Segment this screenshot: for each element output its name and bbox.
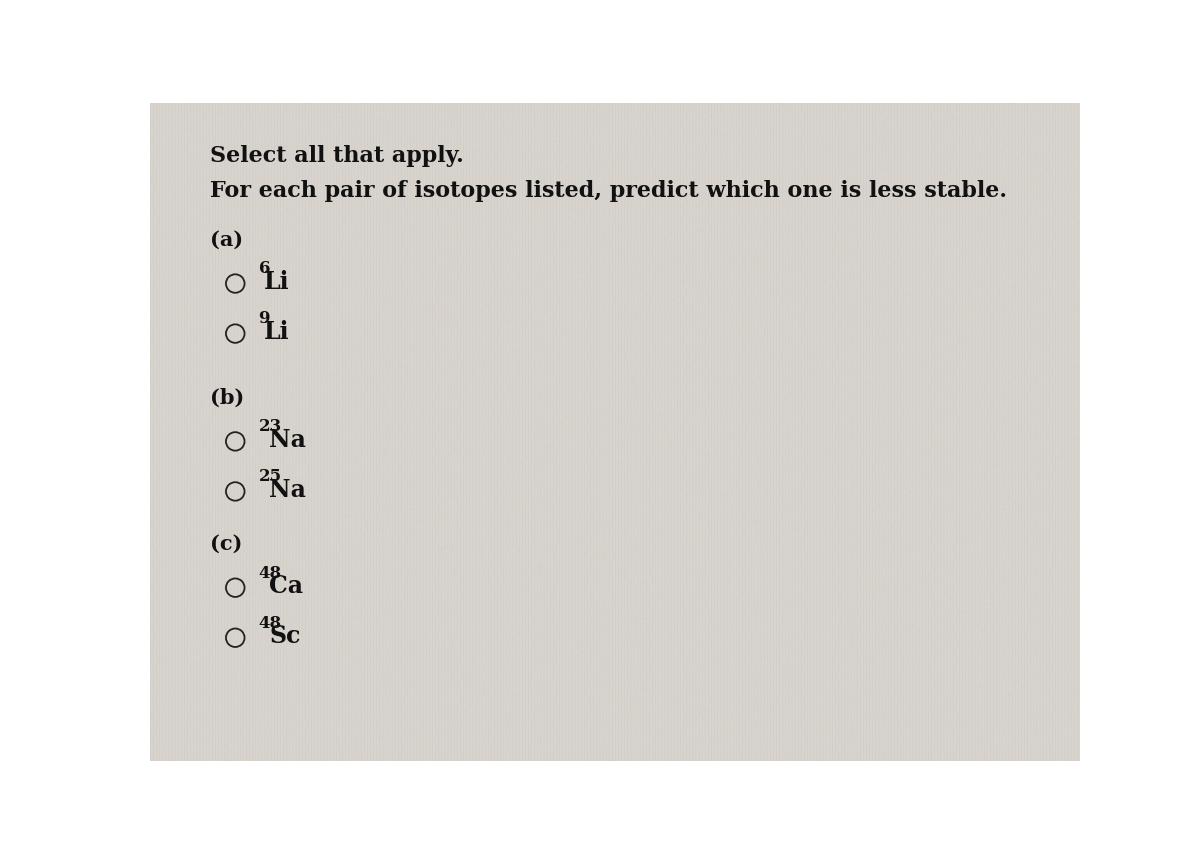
- Text: Na: Na: [269, 428, 306, 451]
- Text: 48: 48: [258, 564, 282, 581]
- Text: 48: 48: [258, 615, 282, 632]
- Text: 6: 6: [258, 261, 270, 277]
- Text: Select all that apply.: Select all that apply.: [210, 145, 464, 167]
- Text: Ca: Ca: [269, 575, 304, 598]
- Text: (b): (b): [210, 387, 245, 408]
- Text: Li: Li: [264, 270, 289, 294]
- Text: (c): (c): [210, 534, 242, 554]
- Text: For each pair of isotopes listed, predict which one is less stable.: For each pair of isotopes listed, predic…: [210, 180, 1008, 202]
- Text: (a): (a): [210, 230, 244, 250]
- Text: 25: 25: [258, 469, 282, 486]
- Text: Na: Na: [269, 478, 306, 502]
- Text: 9: 9: [258, 310, 270, 327]
- Text: 23: 23: [258, 418, 282, 435]
- Text: Li: Li: [264, 320, 289, 344]
- Text: Sc: Sc: [269, 624, 301, 648]
